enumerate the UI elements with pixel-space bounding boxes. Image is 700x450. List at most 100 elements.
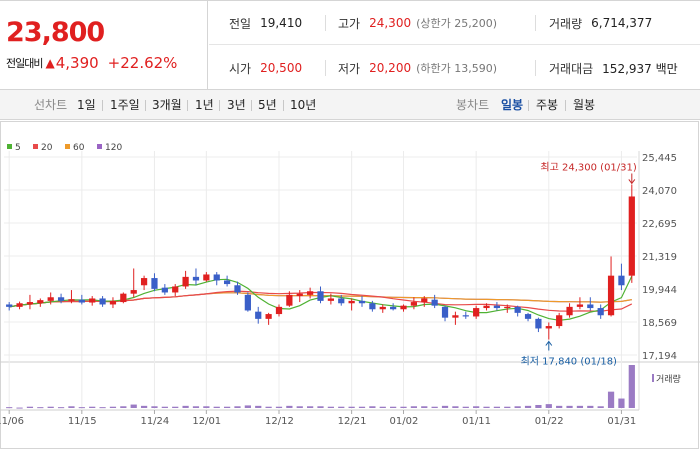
- volume-bar: [234, 406, 241, 408]
- candle-body: [296, 293, 303, 297]
- stat-high: 고가 24,300 (상한가 25,200): [338, 1, 497, 45]
- candle-daily-button[interactable]: 일봉: [501, 98, 524, 112]
- candle-body: [244, 294, 251, 311]
- change-label: 전일대비: [6, 57, 43, 70]
- period-1y-button[interactable]: 1년: [195, 98, 214, 112]
- stat-open: 시가 20,500: [229, 46, 302, 90]
- y-tick-label: 24,070: [642, 186, 677, 197]
- candle-body: [390, 306, 397, 310]
- x-tick-label: 01/31: [607, 416, 636, 427]
- candle-body: [369, 303, 376, 310]
- volume-bar: [379, 406, 386, 408]
- divider: [251, 100, 252, 111]
- candle-body: [151, 278, 158, 289]
- change-percent: +22.62%: [107, 54, 178, 72]
- legend-label-20: 20: [41, 143, 53, 153]
- volume-bar: [140, 405, 148, 408]
- divider: [535, 60, 536, 76]
- candle-body: [99, 298, 106, 305]
- period-1w-button[interactable]: 1주일: [110, 98, 140, 112]
- candle-body: [587, 304, 594, 309]
- volume-bar: [213, 406, 220, 408]
- candle-body: [327, 298, 334, 301]
- stat-volume: 거래량 6,714,377: [549, 1, 652, 45]
- y-tick-label: 22,695: [642, 219, 677, 230]
- period-10y-button[interactable]: 10년: [290, 98, 317, 112]
- x-tick-label: 11/24: [140, 416, 169, 427]
- high-label: 고가: [338, 16, 361, 31]
- volume-bar: [452, 406, 459, 408]
- candle-body: [607, 275, 615, 316]
- period-3y-button[interactable]: 3년: [227, 98, 246, 112]
- x-tick-label: 12/21: [338, 416, 367, 427]
- candle-body: [203, 274, 210, 281]
- volume-bar: [99, 407, 106, 409]
- volume-label: 거래량: [549, 16, 583, 31]
- volume-bar: [47, 406, 54, 408]
- period-3m-button[interactable]: 3개월: [152, 98, 182, 112]
- high-annotation: 최고 24,300 (01/31): [540, 161, 636, 173]
- volume-bar: [473, 406, 480, 408]
- candle-body: [161, 287, 168, 293]
- volume-bar: [203, 406, 210, 408]
- volume-bar: [296, 406, 303, 408]
- candle-body: [493, 305, 501, 309]
- volume-bar: [421, 406, 428, 408]
- high-value: 24,300: [369, 16, 412, 30]
- volume-bar: [607, 391, 615, 408]
- volume-bar: [223, 406, 231, 408]
- legend-label-60: 60: [73, 143, 85, 153]
- volume-bar: [57, 407, 65, 409]
- volume-bar: [172, 406, 179, 408]
- legend-swatch-5: [7, 144, 12, 149]
- amount-value: 152,937 백만: [602, 61, 678, 76]
- volume-bar: [369, 406, 376, 408]
- candle-body: [473, 308, 480, 317]
- period-1d-button[interactable]: 1일: [77, 98, 96, 112]
- volume-bar: [130, 404, 137, 408]
- candle-body: [255, 311, 262, 319]
- candle-body: [421, 298, 428, 303]
- candle-body: [618, 275, 625, 286]
- candle-body: [109, 300, 117, 305]
- volume-bar: [514, 406, 521, 408]
- period-5y-button[interactable]: 5년: [258, 98, 277, 112]
- candle-body: [6, 304, 13, 307]
- divider: [528, 100, 529, 111]
- volume-bar: [307, 406, 314, 408]
- legend-swatch-60: [65, 144, 70, 149]
- x-tick-label: 11/15: [68, 416, 97, 427]
- divider: [102, 100, 103, 111]
- divider: [535, 15, 536, 31]
- legend-label-120: 120: [105, 143, 122, 153]
- divider: [325, 60, 326, 76]
- volume-bar: [504, 406, 511, 408]
- y-tick-label: 21,319: [642, 252, 677, 263]
- stats-row-2: 시가 20,500 저가 20,200 (하한가 13,590) 거래대금 15…: [209, 46, 700, 90]
- candle-monthly-button[interactable]: 월봉: [573, 98, 596, 112]
- volume-bar: [566, 405, 573, 408]
- volume-bar: [78, 407, 85, 409]
- volume-bar: [275, 406, 283, 408]
- volume-bar: [483, 406, 490, 408]
- legend-swatch-20: [33, 144, 38, 149]
- x-tick-label: 12/12: [265, 416, 294, 427]
- candle-body: [47, 297, 54, 301]
- candle-body: [462, 315, 469, 317]
- volume-bar: [493, 406, 501, 408]
- volume-bar: [524, 405, 532, 408]
- candle-weekly-button[interactable]: 주봉: [536, 98, 559, 112]
- volume-bar: [161, 406, 168, 408]
- candle-body: [524, 314, 532, 319]
- high-arrowhead-icon: [628, 179, 636, 185]
- volume-bar: [400, 406, 407, 408]
- candle-body: [26, 302, 34, 305]
- candle-body: [483, 305, 490, 309]
- change-line: 전일대비 ▲ 4,390 +22.62%: [6, 54, 177, 72]
- divider: [565, 100, 566, 111]
- prev-close-label: 전일: [229, 16, 252, 31]
- x-tick-label: 11/06: [0, 416, 24, 427]
- x-tick-label: 01/22: [535, 416, 564, 427]
- volume-bar: [348, 406, 355, 408]
